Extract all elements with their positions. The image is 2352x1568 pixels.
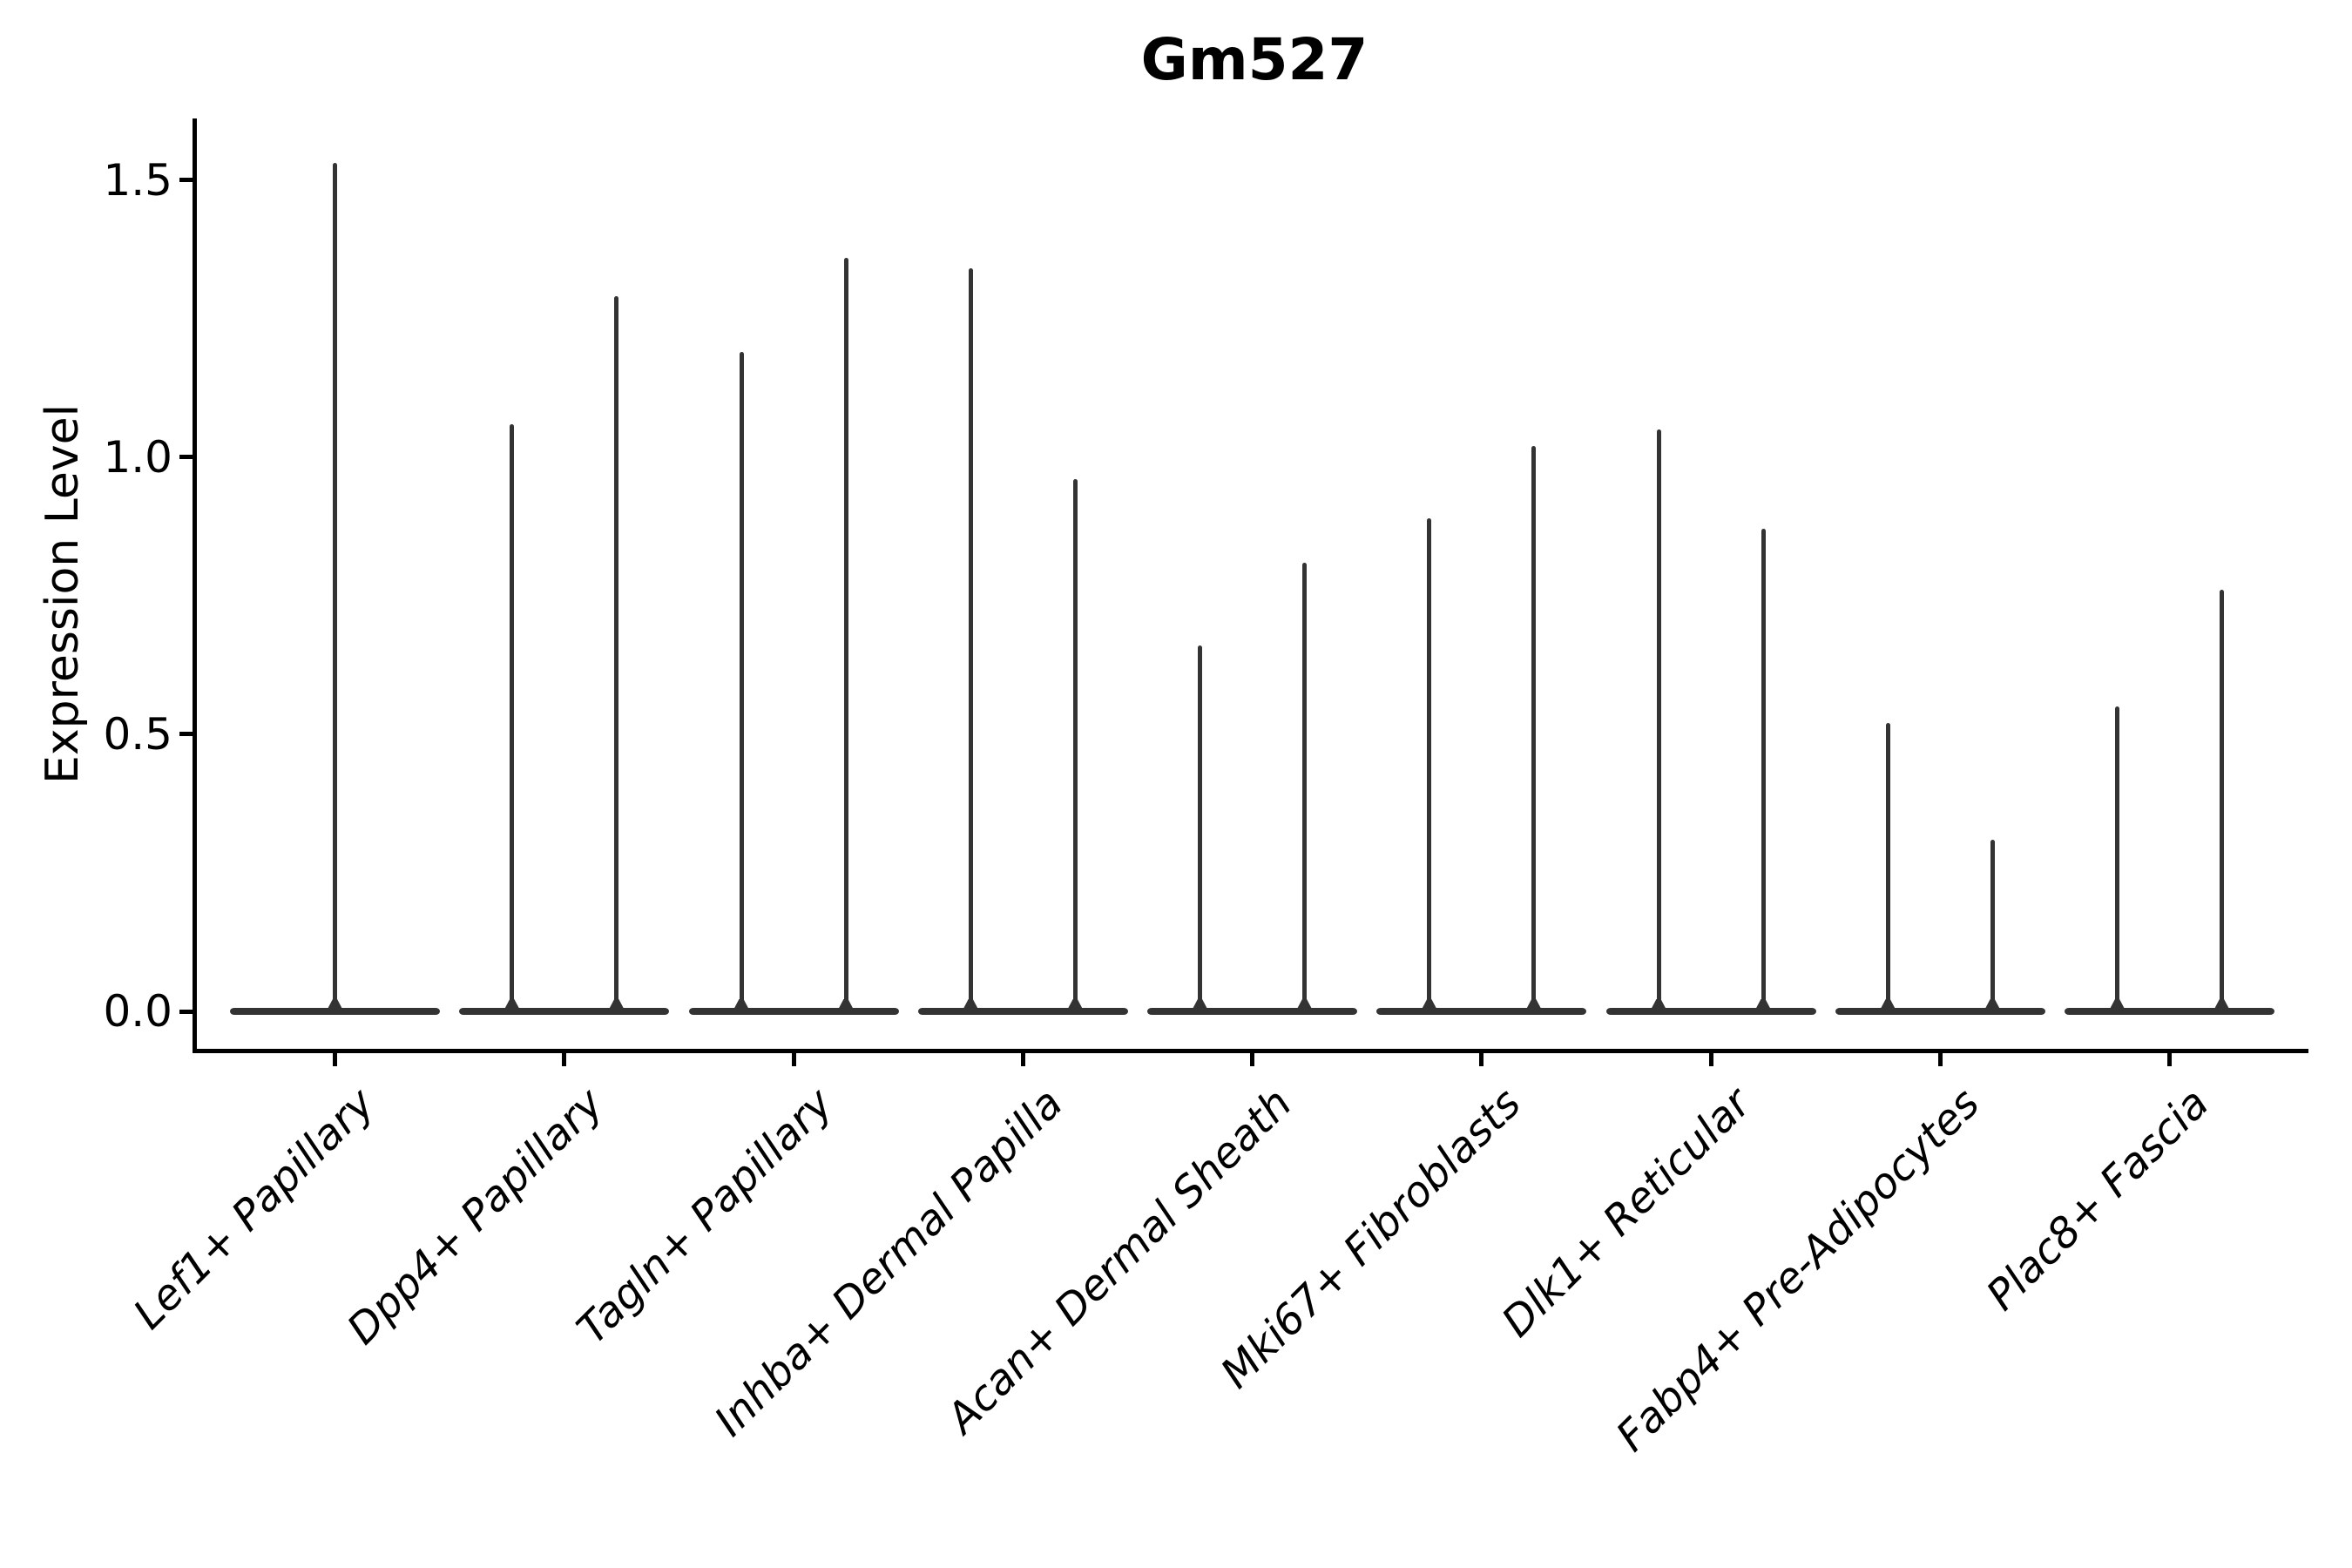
violin-spike xyxy=(739,351,744,1011)
violin-base xyxy=(2065,1008,2274,1015)
x-tick xyxy=(562,1053,567,1066)
x-tick xyxy=(2167,1053,2172,1066)
x-tick-label: Lef1+ Papillary xyxy=(124,1078,384,1339)
violin-spike xyxy=(1198,645,1202,1011)
violin-base xyxy=(230,1008,440,1015)
x-tick xyxy=(1250,1053,1254,1066)
y-tick xyxy=(179,455,193,460)
violin-spike xyxy=(843,257,848,1011)
violin-spike xyxy=(1427,517,1432,1011)
violin-spike xyxy=(333,163,337,1011)
x-tick-label: Dlk1+ Reticular xyxy=(1491,1078,1761,1347)
violin-spike xyxy=(1990,839,1995,1011)
x-tick-label: Fabp4+ Pre-Adipocytes xyxy=(1606,1078,1990,1462)
violin-spike xyxy=(614,296,619,1011)
x-tick xyxy=(791,1053,796,1066)
violin-base xyxy=(459,1008,670,1015)
y-tick-label: 0.0 xyxy=(103,986,172,1037)
violin-base xyxy=(1605,1008,1816,1015)
violin-spike xyxy=(1072,479,1078,1011)
x-tick-label: Dpp4+ Papillary xyxy=(338,1078,613,1355)
x-tick xyxy=(1020,1053,1025,1066)
violin-base xyxy=(917,1008,1128,1015)
y-tick-label: 1.0 xyxy=(103,431,172,483)
x-axis-spine xyxy=(193,1049,2308,1053)
violin-spike xyxy=(2115,706,2119,1011)
x-tick xyxy=(1708,1053,1713,1066)
y-tick xyxy=(179,732,193,737)
violin-base xyxy=(1376,1008,1587,1015)
y-tick-label: 0.5 xyxy=(103,708,172,760)
violin-spike xyxy=(2220,590,2224,1011)
y-tick xyxy=(179,178,193,183)
x-tick xyxy=(333,1053,337,1066)
x-tick xyxy=(1479,1053,1484,1066)
violin-spike xyxy=(1656,429,1661,1011)
violin-spike xyxy=(1302,562,1307,1011)
violin-base xyxy=(1147,1008,1357,1015)
x-tick-label: Tagln+ Papillary xyxy=(567,1078,843,1354)
violin-spike xyxy=(510,423,515,1011)
violin-base xyxy=(1835,1008,2045,1015)
y-tick-label: 1.5 xyxy=(103,154,172,206)
y-axis-spine xyxy=(193,118,197,1053)
violin-spike xyxy=(1885,723,1890,1011)
violin-spike xyxy=(1761,529,1766,1011)
chart-title: Gm527 xyxy=(1140,26,1369,93)
x-tick-label: Plac8+ Fascia xyxy=(1977,1078,2219,1321)
violin-base xyxy=(688,1008,899,1015)
y-tick xyxy=(179,1009,193,1014)
x-tick xyxy=(1937,1053,1943,1066)
violin-spike xyxy=(1531,445,1537,1011)
violin-spike xyxy=(968,268,973,1011)
